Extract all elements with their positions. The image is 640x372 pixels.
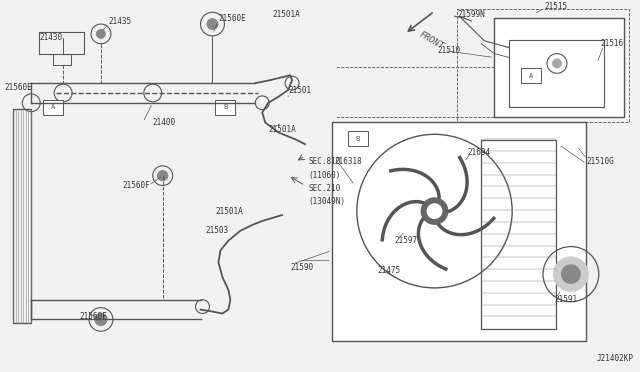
Bar (53, 54, 71, 65)
Text: A: A (51, 104, 55, 110)
Circle shape (96, 29, 106, 39)
Text: (13049N): (13049N) (308, 197, 345, 206)
Text: 21501A: 21501A (268, 125, 296, 134)
Text: 216318: 216318 (335, 157, 363, 166)
Text: 21599N: 21599N (458, 10, 485, 19)
Circle shape (561, 264, 581, 284)
Circle shape (207, 18, 218, 30)
Bar (13, 109, 31, 323)
Text: 21516: 21516 (601, 39, 624, 48)
Bar (494, 18, 623, 116)
Text: B: B (356, 136, 360, 142)
Text: SEC.210: SEC.210 (308, 184, 340, 193)
Bar (332, 122, 586, 341)
Text: A: A (529, 73, 533, 79)
Bar (216, 100, 236, 115)
Text: 21475: 21475 (378, 266, 401, 275)
Circle shape (157, 171, 168, 180)
Text: (11060): (11060) (308, 171, 340, 180)
Bar (481, 140, 556, 329)
Text: 21560F: 21560F (123, 181, 150, 190)
Text: FRONT: FRONT (417, 30, 445, 51)
Circle shape (553, 256, 589, 292)
Text: 21694: 21694 (467, 148, 490, 157)
Text: 21510: 21510 (438, 46, 461, 55)
Bar (521, 68, 541, 83)
Text: 21560E: 21560E (4, 83, 32, 92)
Text: 21501A: 21501A (272, 10, 300, 19)
Text: 21515: 21515 (544, 2, 567, 11)
Text: B: B (223, 104, 228, 110)
Text: 21501A: 21501A (216, 206, 243, 216)
Text: 21503: 21503 (205, 226, 228, 235)
Text: 21560E: 21560E (218, 14, 246, 23)
Text: 21560F: 21560F (79, 312, 107, 321)
Text: 21591: 21591 (554, 295, 577, 304)
Circle shape (426, 203, 442, 219)
Text: 21501: 21501 (288, 86, 311, 94)
Bar (348, 131, 368, 146)
Bar (44, 100, 63, 115)
Circle shape (420, 197, 449, 225)
Text: 21590: 21590 (290, 263, 313, 272)
Text: 21430: 21430 (39, 33, 62, 42)
Bar (509, 40, 604, 107)
Text: J21402KP: J21402KP (596, 354, 634, 363)
Text: 21435: 21435 (109, 17, 132, 26)
Text: 21510G: 21510G (587, 157, 614, 166)
Bar (39, 32, 84, 54)
Circle shape (95, 314, 107, 326)
Text: 21597: 21597 (395, 236, 418, 245)
Circle shape (552, 58, 562, 68)
Text: 21400: 21400 (153, 118, 176, 127)
Bar (458, 9, 628, 122)
Text: SEC.810: SEC.810 (308, 157, 340, 166)
